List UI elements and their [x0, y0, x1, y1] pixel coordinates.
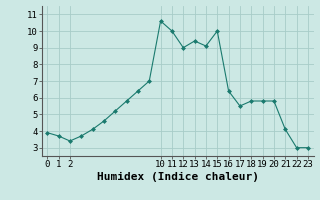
X-axis label: Humidex (Indice chaleur): Humidex (Indice chaleur): [97, 172, 259, 182]
